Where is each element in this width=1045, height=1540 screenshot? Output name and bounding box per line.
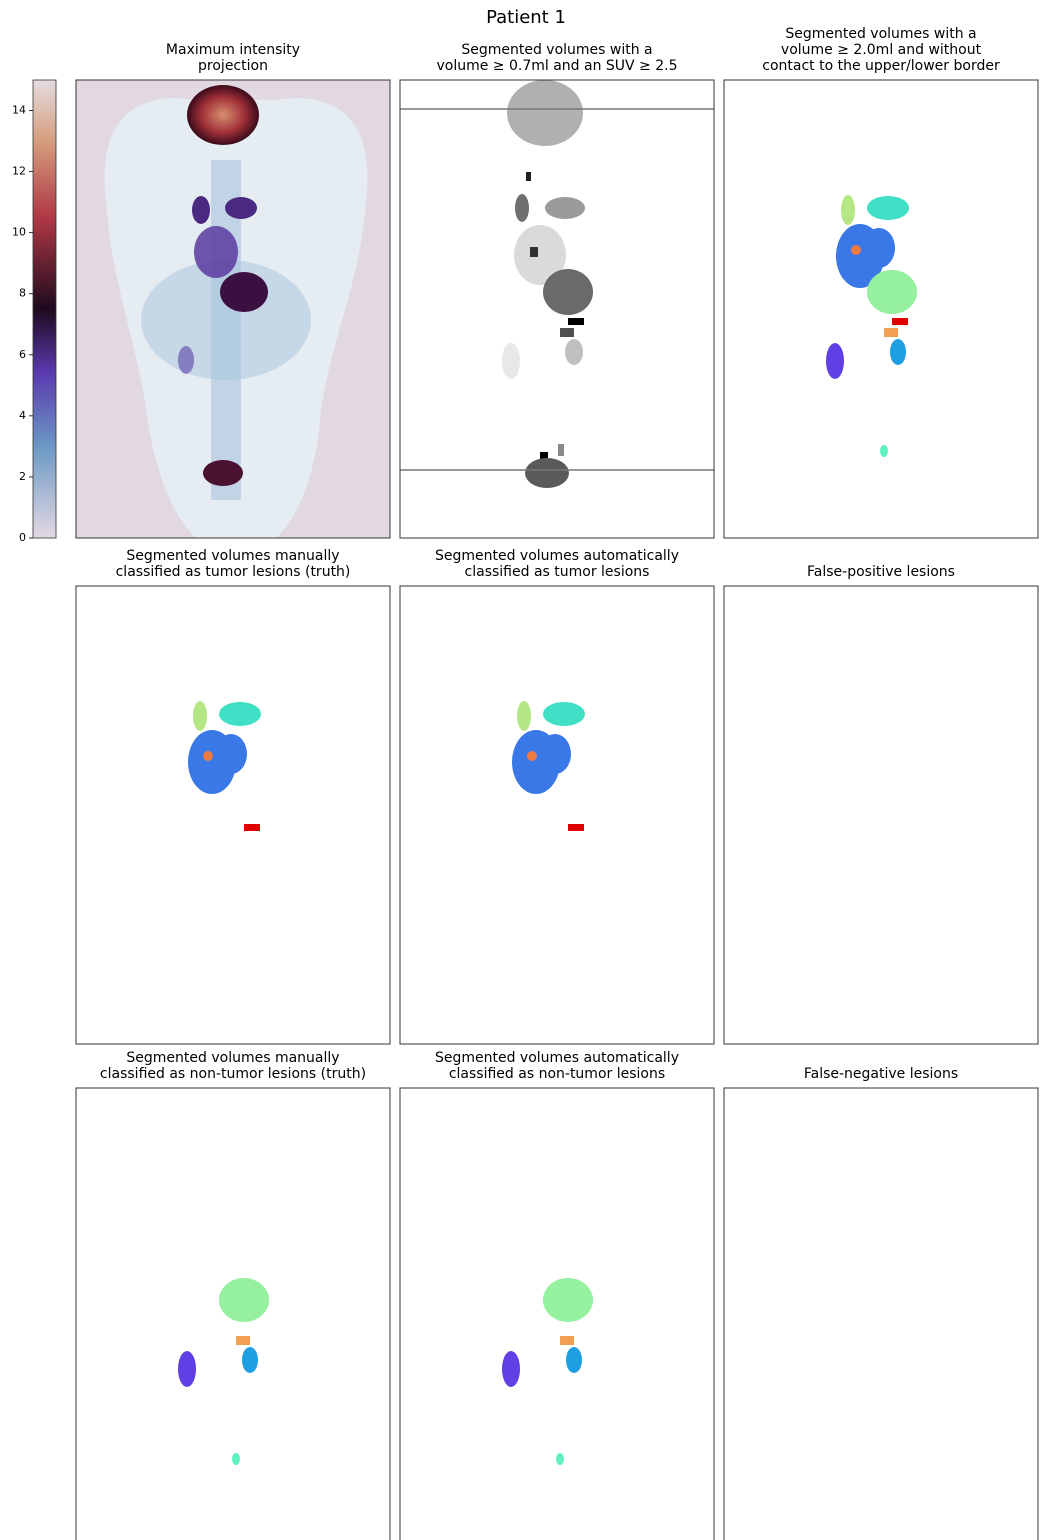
colorbar — [33, 80, 56, 538]
segment — [178, 1351, 196, 1387]
segment — [543, 1278, 593, 1322]
segment — [841, 195, 855, 225]
colorbar-tick-label: 2 — [19, 470, 26, 483]
segment — [566, 1347, 582, 1373]
segment — [517, 701, 531, 731]
segment — [507, 80, 583, 146]
segment — [225, 197, 257, 219]
panel-title: Segmented volumes automatically — [435, 548, 679, 564]
segment — [203, 751, 213, 761]
panel-frame — [724, 586, 1038, 1044]
panel: Segmented volumes automaticallyclassifie… — [400, 1050, 714, 1540]
segment — [560, 328, 574, 337]
segment — [220, 272, 268, 312]
panel-title: False-positive lesions — [807, 564, 955, 580]
colorbar-tick-label: 8 — [19, 287, 26, 300]
segment — [851, 245, 861, 255]
panel: False-negative lesions — [724, 1066, 1038, 1540]
colorbar-tick-label: 0 — [19, 531, 26, 544]
panel-title: Segmented volumes with a — [461, 42, 652, 58]
panel-title: volume ≥ 2.0ml and without — [781, 42, 982, 58]
segment — [568, 318, 584, 325]
segment — [193, 701, 207, 731]
panel: False-positive lesions — [724, 564, 1038, 1044]
segment — [194, 226, 238, 278]
colorbar-tick-label: 4 — [19, 409, 26, 422]
segment — [545, 197, 585, 219]
panel: Segmented volumes automaticallyclassifie… — [400, 548, 714, 1044]
panel-title: contact to the upper/lower border — [762, 58, 1000, 74]
segment — [244, 824, 260, 831]
segment — [826, 343, 844, 379]
segment — [884, 328, 898, 337]
segment — [219, 1278, 269, 1322]
segment — [880, 445, 888, 457]
panel-image — [502, 1278, 593, 1465]
segment — [543, 702, 585, 726]
panel-title: classified as tumor lesions (truth) — [116, 564, 351, 580]
segment — [526, 172, 531, 181]
panel-title: classified as tumor lesions — [465, 564, 650, 580]
segment — [565, 339, 583, 365]
segment — [242, 1347, 258, 1373]
segment — [178, 346, 194, 374]
panel-frame — [400, 586, 714, 1044]
panel-image — [188, 701, 261, 831]
segment — [502, 1351, 520, 1387]
panel-title: Segmented volumes manually — [126, 548, 339, 564]
panel-title: False-negative lesions — [804, 1066, 958, 1082]
panel-title: classified as non-tumor lesions (truth) — [100, 1066, 366, 1082]
segment — [558, 444, 564, 456]
segment — [215, 734, 247, 774]
colorbar-tick-label: 10 — [12, 226, 26, 239]
segment — [867, 196, 909, 220]
panel-frame — [76, 586, 390, 1044]
segment — [527, 751, 537, 761]
panel-title: Segmented volumes with a — [785, 26, 976, 42]
panel-title: Segmented volumes automatically — [435, 1050, 679, 1066]
panel-image — [512, 701, 585, 831]
segment — [867, 270, 917, 314]
segment — [863, 228, 895, 268]
segment — [192, 196, 210, 224]
figure-title: Patient 1 — [486, 7, 566, 28]
segment — [539, 734, 571, 774]
panel-image — [76, 80, 390, 538]
panel-image — [826, 195, 917, 457]
segment — [219, 702, 261, 726]
segment — [890, 339, 906, 365]
segment — [568, 824, 584, 831]
panel-title: Maximum intensity — [166, 42, 300, 58]
segment — [232, 1453, 240, 1465]
segment — [540, 452, 548, 459]
segment — [515, 194, 529, 222]
segment — [236, 1336, 250, 1345]
segment — [892, 318, 908, 325]
colorbar-tick-label: 12 — [12, 165, 26, 178]
colorbar-tick-label: 14 — [12, 104, 26, 117]
panel-title: Segmented volumes manually — [126, 1050, 339, 1066]
figure: Patient 1 0 2 4 6 8 10 12 14 Maximum intensitypr… — [0, 0, 1045, 1540]
segment — [187, 85, 259, 145]
panel-image — [178, 1278, 269, 1465]
segment — [543, 269, 593, 315]
panel-frame — [724, 1088, 1038, 1540]
segment — [560, 1336, 574, 1345]
segment — [525, 458, 569, 488]
segment — [502, 343, 520, 379]
segment — [203, 460, 243, 486]
panel-title: volume ≥ 0.7ml and an SUV ≥ 2.5 — [436, 58, 677, 74]
panel-title: projection — [198, 58, 268, 74]
panel-image — [400, 80, 714, 488]
panel-title: classified as non-tumor lesions — [449, 1066, 665, 1082]
segment — [556, 1453, 564, 1465]
segment — [530, 247, 538, 257]
colorbar-tick-label: 6 — [19, 348, 26, 361]
